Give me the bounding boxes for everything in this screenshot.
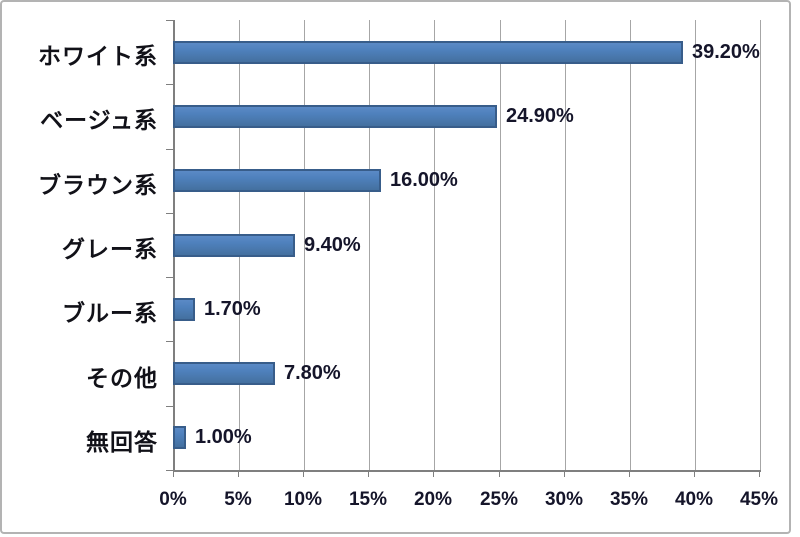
gridline	[500, 20, 501, 470]
bar	[173, 105, 497, 128]
category-label: ブルー系	[62, 300, 158, 326]
y-axis-tick	[166, 84, 174, 85]
bar-value-label: 1.70%	[204, 298, 261, 320]
gridline	[565, 20, 566, 470]
gridline	[434, 20, 435, 470]
gridline	[304, 20, 305, 470]
x-axis-tick	[564, 470, 565, 477]
bar-value-label: 39.20%	[692, 41, 760, 63]
x-tick-label: 35%	[609, 489, 649, 510]
x-axis-tick	[368, 470, 369, 477]
gridline	[695, 20, 696, 470]
x-axis-tick	[433, 470, 434, 477]
bar	[173, 169, 381, 192]
category-label: ホワイト系	[38, 43, 158, 69]
x-tick-label: 25%	[479, 489, 519, 510]
bar-value-label: 16.00%	[390, 169, 458, 191]
bar-value-label: 9.40%	[304, 234, 361, 256]
x-axis-tick	[173, 470, 174, 477]
y-axis-tick	[166, 470, 174, 471]
y-axis-tick	[166, 20, 174, 21]
x-tick-label: 45%	[739, 489, 779, 510]
gridline	[369, 20, 370, 470]
category-label: 無回答	[86, 429, 158, 455]
x-axis-tick	[694, 470, 695, 477]
x-axis-tick	[238, 470, 239, 477]
x-tick-label: 5%	[224, 489, 252, 510]
y-axis-tick	[166, 341, 174, 342]
bar	[173, 234, 295, 257]
x-axis-tick	[499, 470, 500, 477]
x-axis-tick	[303, 470, 304, 477]
x-tick-label: 20%	[413, 489, 453, 510]
category-label: グレー系	[62, 236, 158, 262]
x-axis-tick	[759, 470, 760, 477]
category-label: その他	[86, 365, 158, 391]
gridline	[630, 20, 631, 470]
bar	[173, 362, 275, 385]
x-tick-label: 15%	[348, 489, 388, 510]
bar-value-label: 24.90%	[506, 105, 574, 127]
bar	[173, 41, 683, 64]
gridline	[760, 20, 761, 470]
bar-value-label: 7.80%	[284, 362, 341, 384]
bar	[173, 426, 186, 449]
category-label: ブラウン系	[38, 172, 158, 198]
x-tick-label: 40%	[674, 489, 714, 510]
x-tick-label: 30%	[544, 489, 584, 510]
y-axis-tick	[166, 277, 174, 278]
x-tick-label: 0%	[159, 489, 187, 510]
y-axis-tick	[166, 213, 174, 214]
bar	[173, 298, 195, 321]
y-axis-tick	[166, 149, 174, 150]
x-axis-tick	[629, 470, 630, 477]
bar-value-label: 1.00%	[195, 426, 252, 448]
category-label: ベージュ系	[40, 107, 158, 133]
y-axis-tick	[166, 406, 174, 407]
x-tick-label: 10%	[283, 489, 323, 510]
